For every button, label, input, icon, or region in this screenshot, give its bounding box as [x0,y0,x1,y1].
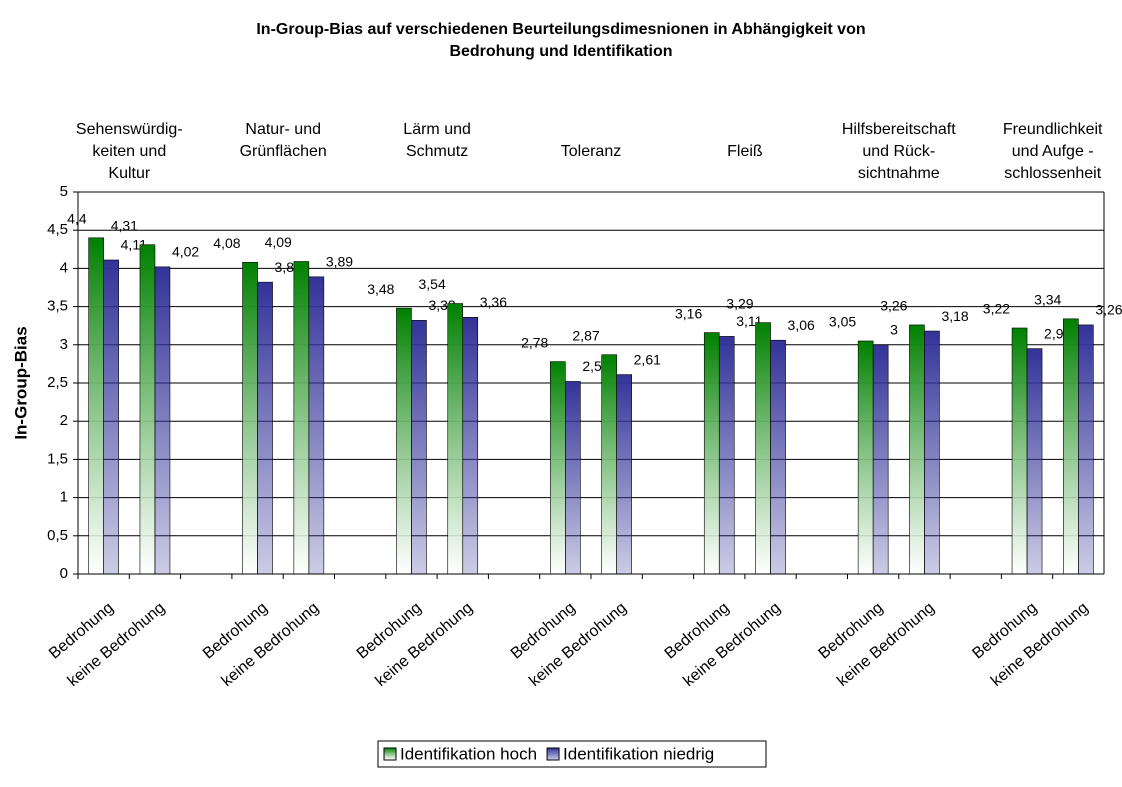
data-label: 4,31 [111,217,138,233]
legend-box [377,740,767,768]
bar [1063,318,1079,575]
x-tick-label: keine Bedrohung [834,599,938,690]
bar [770,339,786,575]
bar [703,332,720,575]
legend-swatch [546,747,560,761]
bar [601,354,617,575]
group-label: schlossenheit [1004,165,1102,182]
data-label: 4,4 [67,211,87,227]
bar [718,336,735,575]
legend-label: Identifikation hoch [400,744,537,763]
bar [924,330,940,575]
group-label: und Aufge - [1012,143,1094,160]
x-tick-label: keine Bedrohung [988,599,1092,690]
data-label: 3,54 [419,276,446,292]
group-label: sichtnahme [858,165,940,182]
bar [1078,324,1094,575]
group-label: Lärm und [403,121,471,138]
group-label: keiten und [92,143,166,160]
data-label: 4,09 [265,234,292,250]
data-label: 2,87 [572,327,599,343]
bar [154,266,171,575]
data-label: 3,36 [480,294,507,310]
y-tick-label: 1 [60,489,68,506]
data-label: 4,02 [172,244,199,260]
data-label: 3,26 [1095,302,1122,318]
data-label: 2,61 [634,351,661,367]
data-label: 3,05 [829,314,856,330]
x-tick-label: keine Bedrohung [219,599,323,690]
group-label: Sehenswürdig- [76,121,183,138]
legend-swatch [383,747,397,761]
group-label: Hilfsbereitschaft [842,121,956,138]
group-label: Fleiß [727,143,763,160]
data-label: 3,16 [675,305,702,321]
group-label: Kultur [108,165,150,182]
bar [462,316,479,575]
y-tick-label: 2,5 [47,374,68,391]
data-label: 3 [890,322,898,338]
chart-title: In-Group-Bias auf verschiedenen Beurteil… [256,21,865,38]
data-label: 3,18 [941,308,968,324]
data-label: 3,34 [1034,292,1061,308]
bar [616,374,632,575]
chart-title: Bedrohung und Identifikation [449,43,672,60]
bar [447,303,464,575]
bar [1011,327,1028,575]
bar [293,261,310,575]
y-tick-label: 1,5 [47,450,68,467]
bar [411,320,427,575]
group-label: Toleranz [561,143,621,160]
data-label: 4,08 [213,235,240,251]
bar [872,344,889,575]
y-tick-label: 4,5 [47,221,68,238]
data-label: 3,06 [788,317,815,333]
y-tick-label: 3 [60,336,68,353]
group-label: Natur- und [245,121,321,138]
x-tick-label: keine Bedrohung [372,599,476,690]
y-axis-label: In-Group-Bias [11,326,30,439]
x-tick-label: keine Bedrohung [526,599,630,690]
bar [242,261,258,575]
legend-label: Identifikation niedrig [563,744,714,763]
bar [396,307,412,575]
bar [1026,348,1043,575]
group-label: und Rück- [862,143,935,160]
y-tick-label: 5 [60,183,68,200]
data-label: 2,78 [521,334,548,350]
bar [257,281,273,575]
x-tick-label: keine Bedrohung [65,599,169,690]
group-label: Grünflächen [240,143,327,160]
y-tick-label: 0,5 [47,527,68,544]
group-label: Freundlichkeit [1003,121,1103,138]
x-tick-label: keine Bedrohung [680,599,784,690]
data-label: 3,22 [983,301,1010,317]
group-label: Schmutz [406,143,468,160]
bar [308,276,325,575]
data-label: 3,48 [367,281,394,297]
y-tick-label: 4 [60,259,68,276]
bar [857,340,874,575]
bar [103,259,119,575]
data-label: 3,26 [880,298,907,314]
bar [565,381,581,575]
bar [550,361,566,575]
bar [755,322,771,575]
bar [909,324,925,575]
bar [139,244,156,575]
bar [88,237,104,575]
data-label: 3,89 [326,254,353,270]
y-tick-label: 2 [60,412,68,429]
y-tick-label: 0 [60,565,68,582]
y-tick-label: 3,5 [47,298,68,315]
data-label: 3,29 [726,295,753,311]
